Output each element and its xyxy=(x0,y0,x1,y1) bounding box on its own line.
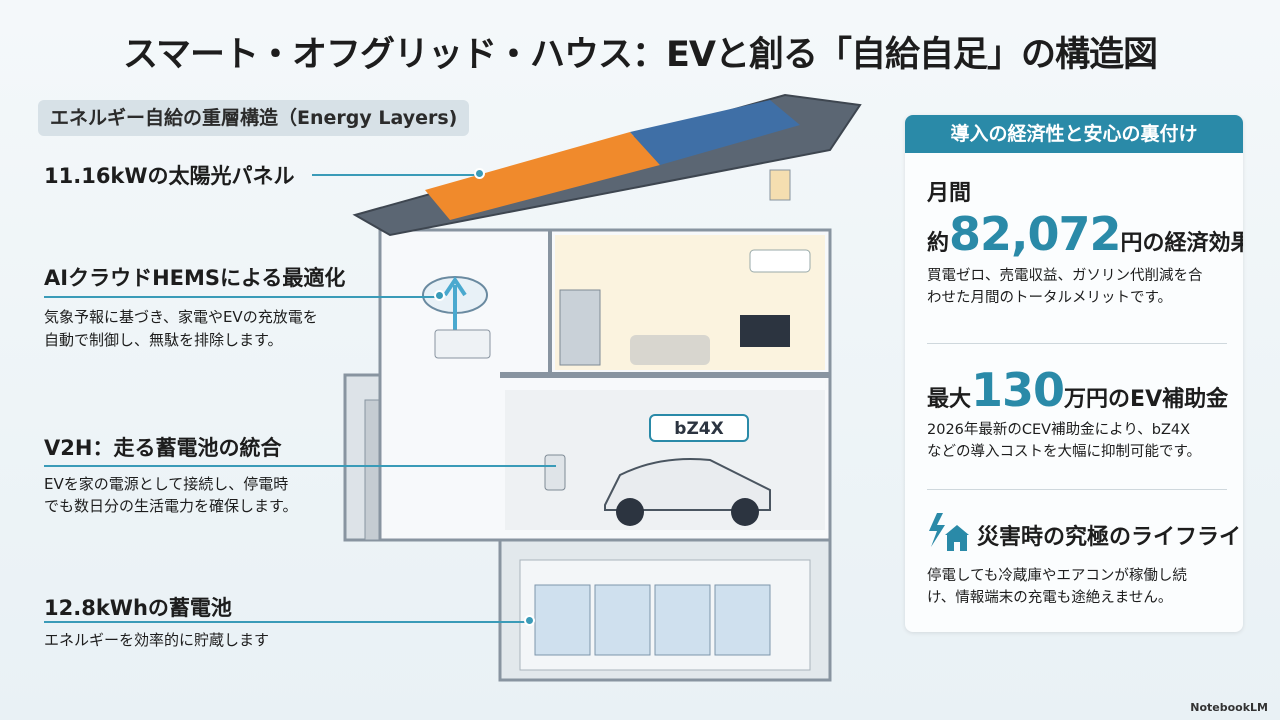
air-conditioner xyxy=(749,249,811,273)
savings-desc-1: 買電ゼロ、売電収益、ガソリン代削減を合 xyxy=(927,268,1203,284)
subsidy-desc-2: などの導入コストを大幅に抑制可能です。 xyxy=(927,444,1202,460)
panel-header: 導入の経済性と安心の裏付け xyxy=(905,115,1243,153)
savings-value: 82,072 xyxy=(949,207,1122,261)
battery-leader-line xyxy=(44,621,529,623)
battery-desc: エネルギーを効率的に貯蔵します xyxy=(44,631,270,649)
car-badge xyxy=(649,414,749,442)
subsidy-value: 130 xyxy=(971,363,1065,417)
solar-leader-line xyxy=(312,174,480,176)
v2h-desc-2: でも数日分の生活電力を確保します。 xyxy=(44,497,298,515)
subsidy-suffix: 万円のEV補助金 xyxy=(1064,387,1229,412)
battery-units xyxy=(534,584,771,656)
disaster-desc-1: 停電しても冷蔵庫やエアコンが稼働し続 xyxy=(927,568,1187,584)
battery-heading: 12.8kWhの蓄電池 xyxy=(44,596,232,620)
page-title: スマート・オフグリッド・ハウス：EVと創る「自給自足」の構造図 xyxy=(123,35,1158,75)
window xyxy=(769,169,791,201)
disaster-heading: 災害時の究極のライフライン xyxy=(977,525,1243,550)
solar-leader-dot xyxy=(474,168,485,179)
v2h-desc-1: EVを家の電源として接続し、停電時 xyxy=(44,475,289,493)
hems-leader-line xyxy=(44,296,439,298)
subsidy-desc-1: 2026年最新のCEV補助金により、bZ4X xyxy=(927,422,1191,438)
disaster-desc-2: け、情報端末の充電も途絶えません。 xyxy=(927,590,1173,606)
savings-suffix: 円の経済効果 xyxy=(1120,231,1243,256)
cloud-icon xyxy=(422,276,491,359)
house-illustration: bZ4X xyxy=(343,93,862,682)
roof xyxy=(352,93,862,237)
savings-prefix: 約 xyxy=(927,231,950,256)
sofa xyxy=(630,335,710,365)
basement xyxy=(498,538,832,682)
hems-desc-1: 気象予報に基づき、家電やEVの充放電を xyxy=(44,308,318,326)
battery-leader-dot xyxy=(524,615,535,626)
savings-desc-2: わせた月間のトータルメリットです。 xyxy=(927,290,1173,306)
savings-line1: 月間 xyxy=(927,181,972,206)
solar-panel-blue xyxy=(630,100,800,165)
hems-leader-dot xyxy=(434,290,445,301)
benefits-panel: 導入の経済性と安心の裏付け 月間 約82,072円の経済効果 買電ゼロ、売電収益… xyxy=(905,115,1243,632)
v2h-leader-line xyxy=(44,465,556,467)
hems-desc-2: 自動で制御し、無駄を排除します。 xyxy=(44,331,283,349)
hems-heading: AIクラウドHEMSによる最適化 xyxy=(44,266,346,290)
divider xyxy=(927,343,1227,344)
v2h-charger xyxy=(544,454,566,491)
divider xyxy=(927,489,1227,490)
layers-badge: エネルギー自給の重層構造（Energy Layers) xyxy=(38,100,470,136)
car-badge-text: bZ4X xyxy=(674,419,723,439)
solar-panel-orange xyxy=(425,132,660,220)
savings-headline: 約82,072円の経済効果 xyxy=(927,207,1243,261)
brand-watermark: NotebookLM xyxy=(1190,701,1268,714)
lightning-house-plug-icon xyxy=(929,513,969,551)
fridge xyxy=(559,289,601,366)
v2h-heading: V2H：走る蓄電池の統合 xyxy=(44,436,282,460)
subsidy-headline: 最大130万円のEV補助金 xyxy=(927,363,1228,417)
subsidy-prefix: 最大 xyxy=(927,387,972,412)
tv xyxy=(740,315,790,347)
solar-heading: 11.16kWの太陽光パネル xyxy=(44,164,295,188)
ev-car xyxy=(604,458,771,526)
